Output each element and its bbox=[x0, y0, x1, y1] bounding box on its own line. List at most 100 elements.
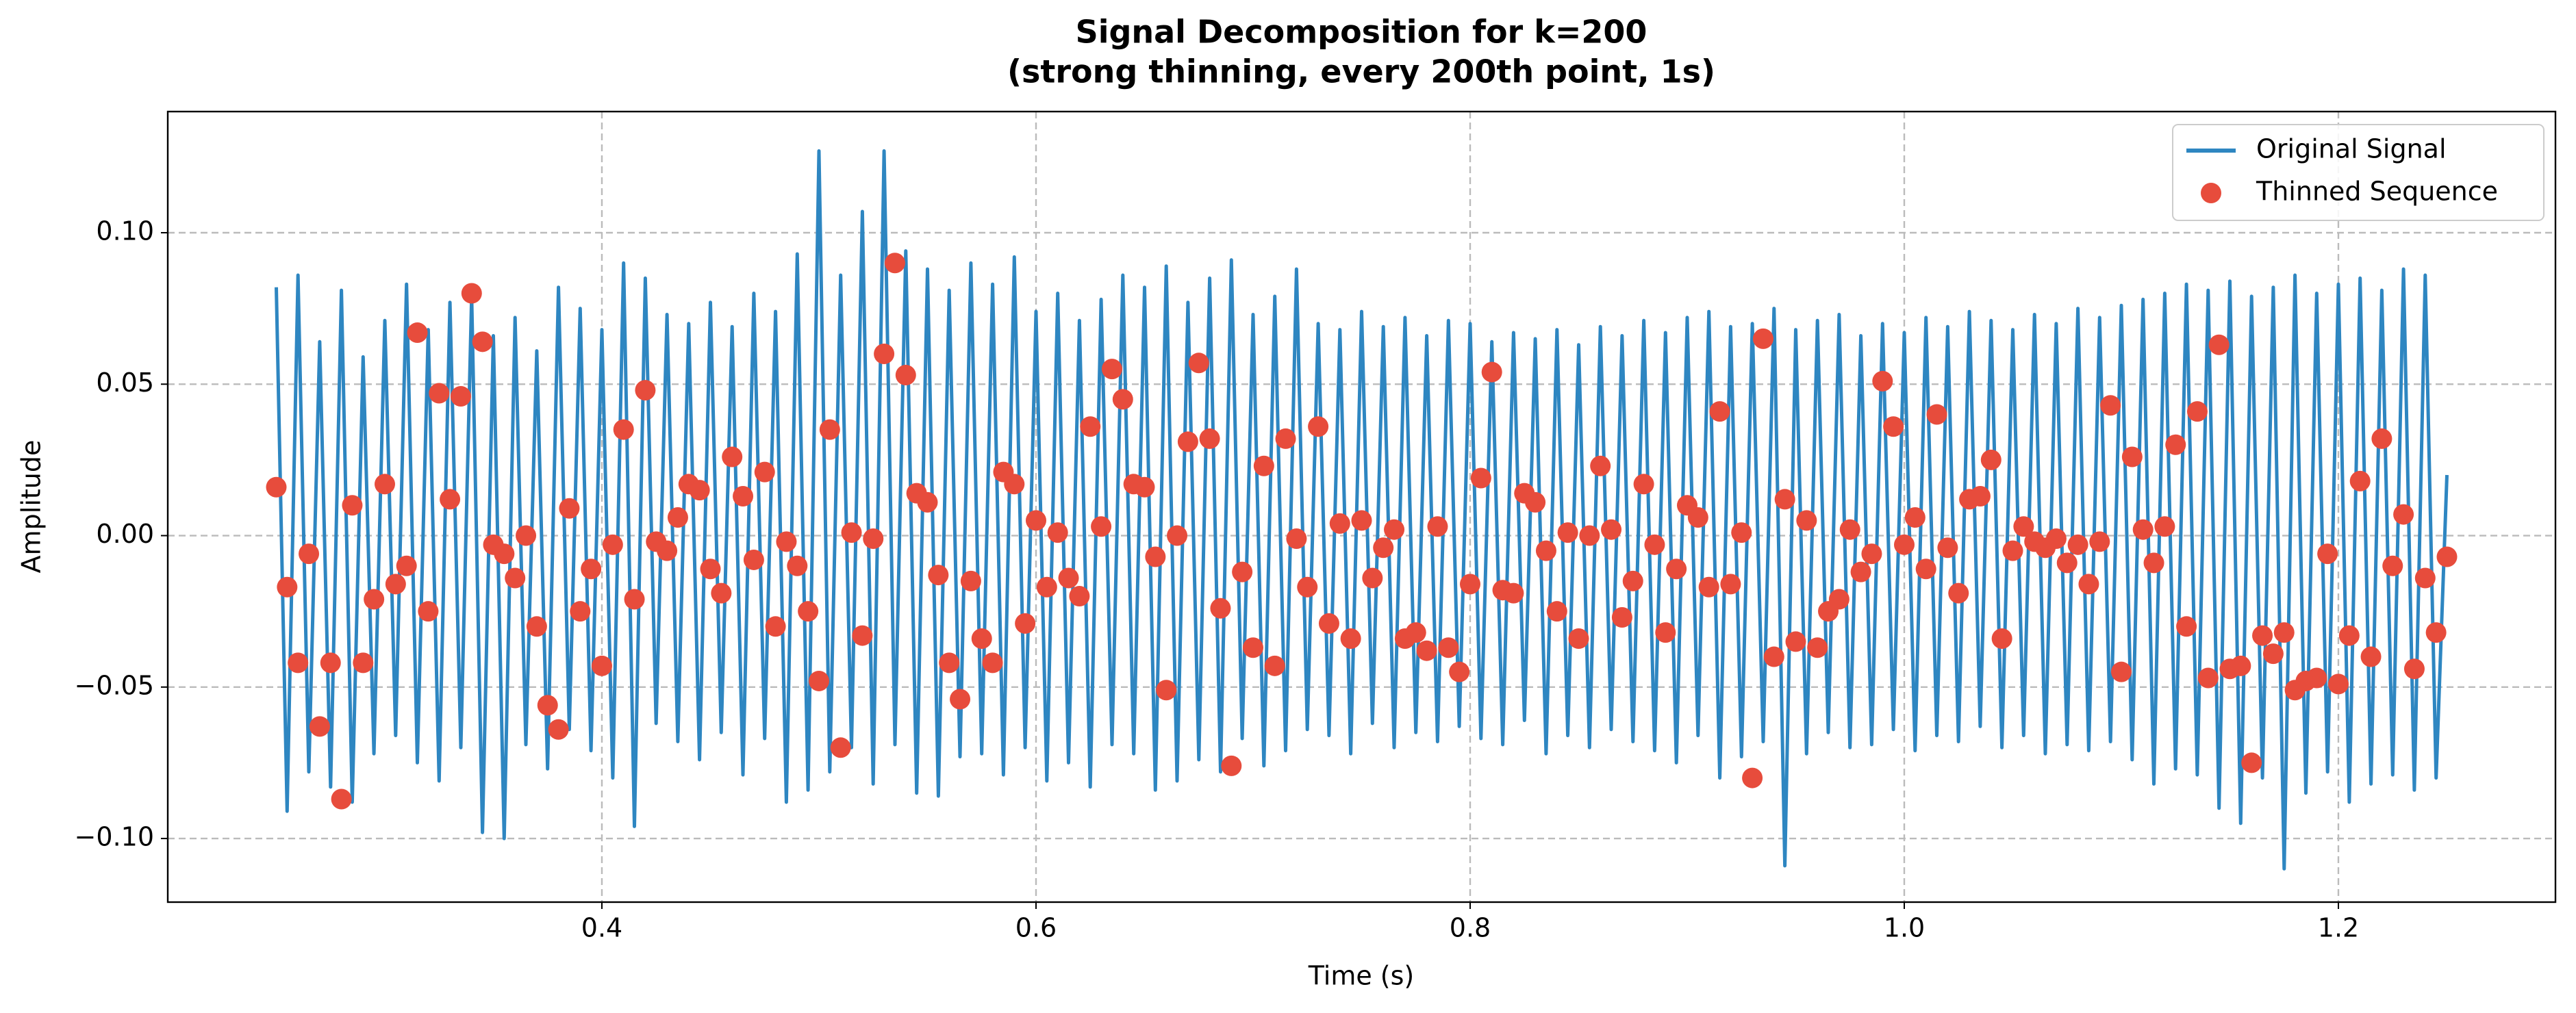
thinned-point bbox=[798, 601, 819, 622]
thinned-point bbox=[1796, 510, 1817, 531]
thinned-point bbox=[592, 655, 612, 676]
thinned-point bbox=[2436, 546, 2458, 567]
thinned-point bbox=[364, 589, 385, 610]
thinned-point bbox=[1167, 525, 1188, 546]
thinned-point bbox=[385, 574, 406, 595]
x-tick-label: 1.2 bbox=[2318, 913, 2359, 943]
thinned-point bbox=[1470, 467, 1491, 489]
thinned-point bbox=[537, 695, 558, 716]
thinned-point bbox=[765, 616, 786, 637]
thinned-point bbox=[429, 383, 450, 404]
thinned-point bbox=[396, 555, 417, 576]
thinned-point bbox=[2403, 658, 2425, 680]
thinned-point bbox=[1015, 613, 1036, 634]
thinned-point bbox=[1590, 455, 1611, 476]
thinned-point bbox=[1709, 401, 1730, 422]
thinned-point bbox=[711, 582, 732, 604]
thinned-point bbox=[1720, 574, 1741, 595]
thinned-point bbox=[1525, 491, 1546, 513]
thinned-point bbox=[1894, 534, 1915, 555]
thinned-point bbox=[309, 716, 330, 737]
thinned-point bbox=[2165, 434, 2186, 455]
thinned-point bbox=[1601, 519, 1622, 540]
thinned-point bbox=[1850, 561, 1871, 582]
thinned-point bbox=[1427, 516, 1448, 537]
thinned-point bbox=[2197, 667, 2219, 689]
legend-marker bbox=[2201, 183, 2221, 203]
thinned-point bbox=[917, 491, 938, 513]
chart-title: Signal Decomposition for k=200 bbox=[1076, 14, 1647, 51]
thinned-point bbox=[1058, 567, 1079, 589]
thinned-point bbox=[2154, 516, 2175, 537]
thinned-point bbox=[1785, 631, 1806, 652]
thinned-point bbox=[2121, 446, 2143, 467]
thinned-point bbox=[1405, 622, 1426, 643]
x-tick-label: 0.4 bbox=[581, 913, 622, 943]
thinned-point bbox=[516, 525, 537, 546]
thinned-point bbox=[1633, 474, 1654, 495]
thinned-point bbox=[450, 385, 471, 407]
thinned-point bbox=[1112, 389, 1133, 410]
thinned-point bbox=[331, 788, 352, 810]
thinned-point bbox=[1687, 506, 1708, 528]
thinned-point bbox=[288, 652, 309, 674]
thinned-point bbox=[1004, 474, 1025, 495]
thinned-point bbox=[1091, 516, 1112, 537]
thinned-point bbox=[1698, 576, 1719, 598]
thinned-point bbox=[733, 486, 754, 507]
x-tick-label: 0.8 bbox=[1450, 913, 1491, 943]
thinned-point bbox=[2176, 616, 2197, 637]
thinned-point bbox=[754, 461, 775, 483]
thinned-point bbox=[342, 495, 363, 516]
thinned-point bbox=[1883, 416, 1904, 437]
thinned-point bbox=[982, 652, 1003, 674]
thinned-point bbox=[1232, 561, 1253, 582]
thinned-point bbox=[494, 543, 515, 565]
thinned-point bbox=[505, 567, 526, 589]
thinned-point bbox=[2143, 552, 2164, 574]
thinned-point bbox=[1199, 428, 1220, 449]
thinned-point bbox=[950, 689, 971, 710]
thinned-point bbox=[2273, 622, 2295, 643]
thinned-point bbox=[1763, 646, 1784, 667]
y-tick-label: 0.00 bbox=[96, 519, 154, 549]
thinned-point bbox=[2002, 540, 2023, 561]
thinned-point bbox=[2317, 543, 2338, 565]
thinned-point bbox=[1340, 628, 1361, 649]
thinned-point bbox=[1080, 416, 1101, 437]
thinned-point bbox=[2208, 334, 2230, 355]
axes-frame bbox=[166, 110, 2557, 903]
thinned-point bbox=[2186, 401, 2208, 422]
thinned-point bbox=[1036, 576, 1057, 598]
thinned-point bbox=[928, 565, 949, 586]
thinned-point bbox=[1839, 519, 1860, 540]
thinned-point bbox=[1752, 328, 1773, 349]
thinned-point bbox=[581, 559, 602, 580]
thinned-point bbox=[1329, 513, 1350, 534]
thinned-point bbox=[1308, 416, 1329, 437]
thinned-point bbox=[375, 474, 395, 495]
legend-box bbox=[2172, 124, 2545, 221]
thinned-point bbox=[1535, 540, 1556, 561]
x-tick-label: 0.6 bbox=[1015, 913, 1057, 943]
thinned-point bbox=[320, 652, 341, 674]
thinned-point bbox=[548, 719, 569, 740]
thinned-point bbox=[1655, 622, 1676, 643]
thinned-point bbox=[1188, 352, 1209, 374]
thinned-point bbox=[1926, 404, 1947, 425]
thinned-point bbox=[2306, 667, 2327, 689]
thinned-point bbox=[1731, 522, 1752, 543]
y-tick-label: 0.10 bbox=[96, 216, 154, 246]
thinned-point bbox=[1980, 449, 2002, 470]
thinned-point bbox=[1069, 586, 1090, 607]
thinned-point bbox=[1969, 486, 1991, 507]
thinned-point bbox=[776, 531, 797, 552]
thinned-point bbox=[1134, 476, 1155, 498]
thinned-point bbox=[266, 476, 287, 498]
thinned-point bbox=[1101, 359, 1122, 380]
thinned-point bbox=[2252, 625, 2273, 646]
thinned-point bbox=[830, 737, 851, 758]
thinned-point bbox=[841, 522, 862, 543]
thinned-point bbox=[1861, 543, 1882, 565]
thinned-point bbox=[700, 559, 721, 580]
